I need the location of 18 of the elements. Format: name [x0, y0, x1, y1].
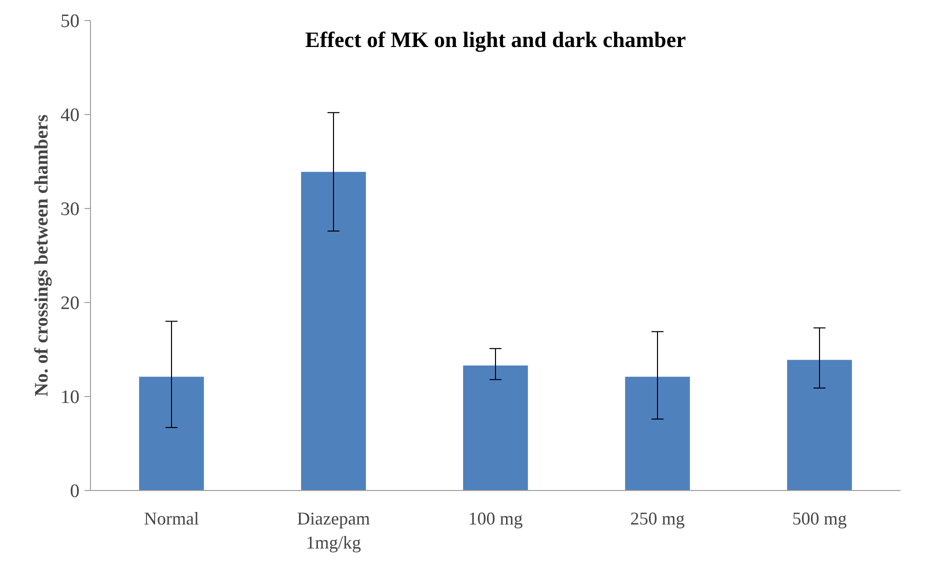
bar — [463, 365, 528, 490]
y-tick-label: 10 — [60, 387, 80, 408]
y-tick-label: 30 — [60, 199, 80, 220]
bar — [787, 360, 852, 490]
y-axis-title: No. of crossings between chambers — [32, 114, 52, 396]
bar — [625, 376, 690, 490]
x-tick-label: Normal — [144, 508, 199, 528]
y-tick-label: 50 — [60, 11, 80, 32]
y-tick-label: 40 — [60, 105, 80, 126]
x-tick-label: 250 mg — [630, 508, 685, 528]
chart-title: Effect of MK on light and dark chamber — [305, 26, 686, 52]
y-tick-label: 0 — [70, 481, 80, 502]
bar — [139, 376, 204, 490]
x-tick-label: 100 mg — [468, 508, 523, 528]
x-tick-label: 500 mg — [792, 508, 847, 528]
y-tick-label: 20 — [60, 293, 80, 314]
x-tick-label: Diazepam 1mg/kg — [297, 508, 370, 552]
bar — [301, 172, 366, 490]
